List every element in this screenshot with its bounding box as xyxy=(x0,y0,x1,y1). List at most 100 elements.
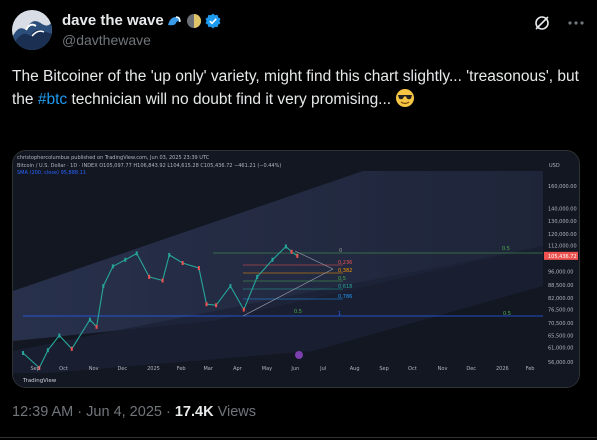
x-tick-label: Oct xyxy=(408,366,417,372)
x-tick-label: May xyxy=(262,366,272,372)
chart-indicator-line: SMA (200, close) 95,888.11 xyxy=(17,170,86,176)
price-candle xyxy=(161,278,164,283)
price-candle xyxy=(124,257,127,262)
fib-label: 0.382 xyxy=(338,268,352,274)
display-name[interactable]: dave the wave xyxy=(62,12,164,29)
x-tick-label: Jul xyxy=(319,366,326,372)
price-candle xyxy=(168,252,171,257)
x-tick-label: Aug xyxy=(350,366,360,372)
price-candle xyxy=(197,266,200,271)
x-tick-label: 2026 xyxy=(496,366,509,372)
last-price-tag xyxy=(544,251,578,260)
y-tick-label: 65,500.00 xyxy=(548,334,573,340)
level-label: 0.5 xyxy=(503,311,511,317)
price-candle xyxy=(290,249,293,254)
more-options-icon[interactable] xyxy=(567,14,585,32)
half-moon-icon xyxy=(186,13,202,29)
views-count: 17.4K xyxy=(174,404,214,420)
price-candle xyxy=(256,274,259,279)
y-tick-label: 140,000.00 xyxy=(548,206,577,212)
price-candle xyxy=(102,284,105,289)
x-tick-label: Apr xyxy=(233,366,243,372)
y-tick-label: 61,000.00 xyxy=(548,345,573,351)
y-tick-label: 112,000.00 xyxy=(548,244,577,250)
price-candle xyxy=(70,346,73,351)
fib-label: 0.618 xyxy=(338,284,352,290)
views-label: Views xyxy=(213,404,256,420)
y-tick-label: 130,000.00 xyxy=(548,219,577,225)
price-candle xyxy=(135,251,138,256)
price-candle xyxy=(111,264,114,269)
x-tick-label: Feb xyxy=(526,366,535,372)
grok-icon[interactable] xyxy=(533,14,551,32)
trendline xyxy=(242,268,334,317)
x-tick-label: 2025 xyxy=(147,366,160,372)
avatar[interactable] xyxy=(12,10,52,50)
x-tick-label: Oct xyxy=(59,366,68,372)
y-tick-label: 56,000.00 xyxy=(548,360,573,366)
y-tick-label: 105,436.72 xyxy=(548,254,577,260)
price-candle xyxy=(284,244,287,249)
fib-label: 0 xyxy=(339,248,342,254)
fib-label: 0.5 xyxy=(338,276,346,282)
price-candle xyxy=(205,302,208,307)
x-tick-label: Sep xyxy=(30,366,39,372)
x-tick-label: Feb xyxy=(177,366,186,372)
x-tick-label: Dec xyxy=(117,366,127,372)
x-tick-label: Nov xyxy=(438,366,448,372)
tweet-text-part1: The Bitcoiner of the 'up only' variety, … xyxy=(12,68,579,108)
price-candle xyxy=(181,261,184,266)
price-candle xyxy=(22,351,24,356)
x-tick-label: Sep xyxy=(379,366,388,372)
y-tick-label: 82,000.00 xyxy=(548,296,573,302)
projection-line xyxy=(294,250,334,270)
meta-separator: · xyxy=(73,404,87,420)
x-tick-label: Jun xyxy=(290,366,299,372)
price-candle xyxy=(46,348,49,353)
fib-label: 0.786 xyxy=(338,294,352,300)
y-tick-label: 88,500.00 xyxy=(548,283,573,289)
currency-label: USD xyxy=(549,163,560,169)
tweet-text: The Bitcoiner of the 'up only' variety, … xyxy=(12,65,584,115)
lower-channel xyxy=(13,246,543,376)
user-handle[interactable]: @davthewave xyxy=(62,32,151,48)
price-candle xyxy=(58,333,61,338)
rising-channel xyxy=(13,171,543,341)
x-tick-label: Mar xyxy=(203,366,213,372)
price-chart: 0 0.236 0.382 0.5 0.618 0.786 1 0.5 0.5 0.5 160,0… xyxy=(13,151,579,387)
chart-image[interactable]: 0 0.236 0.382 0.5 0.618 0.786 1 0.5 0.5 0.5 160,0… xyxy=(12,150,580,388)
meta-separator-2: · xyxy=(161,404,175,420)
chart-symbol-line: Bitcoin / U.S. Dollar · 1D · INDEX O105,… xyxy=(17,163,281,169)
price-candle xyxy=(271,257,274,262)
y-tick-label: 76,500.00 xyxy=(548,308,573,314)
tweet-text-part2: technician will no doubt find it very pr… xyxy=(67,91,392,108)
tweet-header: dave the wave @davthewave xyxy=(12,10,585,56)
fib-label: 0.236 xyxy=(338,260,352,266)
event-marker-icon xyxy=(295,351,303,359)
post-date[interactable]: Jun 4, 2025 xyxy=(86,404,162,420)
price-candle xyxy=(215,303,218,308)
price-candle xyxy=(148,274,151,279)
price-candle xyxy=(229,284,232,289)
post-time[interactable]: 12:39 AM xyxy=(12,404,74,420)
price-candle xyxy=(242,307,245,312)
tradingview-logo: TradingView xyxy=(22,378,57,384)
y-tick-label: 96,000.00 xyxy=(548,270,573,276)
tweet-meta: 12:39 AM · Jun 4, 2025 · 17.4K Views xyxy=(12,404,256,420)
sunglasses-face-icon xyxy=(395,88,415,115)
chart-published-line: christophercolumbus published on Trading… xyxy=(17,155,210,161)
price-candle xyxy=(95,324,98,329)
price-candle xyxy=(296,253,299,258)
x-tick-label: Nov xyxy=(89,366,99,372)
hashtag-link[interactable]: #btc xyxy=(37,91,68,108)
wave-icon xyxy=(167,13,183,29)
level-label: 0.5 xyxy=(294,309,302,315)
level-label: 0.5 xyxy=(502,246,510,252)
verified-badge-icon xyxy=(205,13,221,29)
y-tick-label: 70,500.00 xyxy=(548,321,573,327)
y-tick-label: 120,000.00 xyxy=(548,232,577,238)
price-candle xyxy=(88,317,91,322)
y-tick-label: 160,000.00 xyxy=(548,184,577,190)
fib-label: 1 xyxy=(338,311,341,317)
price-candle xyxy=(38,365,41,370)
